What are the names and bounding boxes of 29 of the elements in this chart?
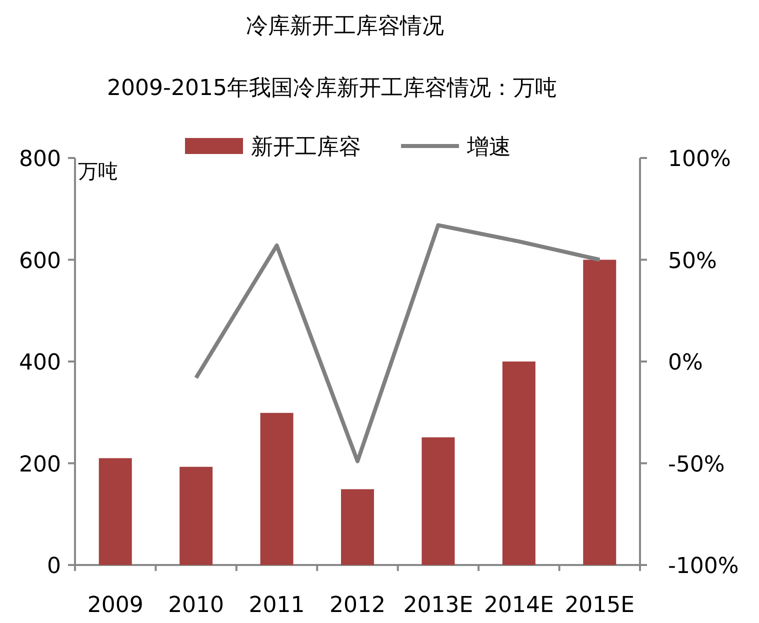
y-tick-label: 200 (19, 452, 61, 478)
y2-tick-label: 100% (668, 147, 731, 172)
y-axis-title: 万吨 (78, 159, 118, 183)
x-tick-label: 2014E (484, 593, 554, 618)
y2-tick-label: 50% (668, 248, 717, 274)
y2-tick-label: 0% (668, 350, 703, 376)
x-tick-label: 2012 (330, 593, 386, 618)
bar (341, 489, 374, 565)
y-tick-label: 400 (19, 350, 61, 376)
bar (260, 412, 294, 565)
bar (583, 260, 616, 565)
bar (98, 458, 132, 565)
bar (422, 437, 455, 565)
bar (502, 362, 536, 565)
bar (180, 466, 213, 565)
chart-title: 冷库新开工库容情况 (246, 14, 444, 39)
chart-subtitle: 2009-2015年我国冷库新开工库容情况：万吨 (107, 76, 557, 101)
legend-label: 增速 (466, 135, 511, 160)
legend-label: 新开工库容 (251, 135, 361, 160)
x-tick-label: 2015E (564, 593, 635, 618)
y-tick-label: 800 (19, 147, 61, 172)
y-tick-label: 0 (47, 554, 61, 579)
y-tick-label: 600 (19, 248, 61, 274)
x-tick-label: 2013E (403, 593, 474, 618)
x-tick-label: 2009 (87, 593, 144, 618)
y2-tick-label: -50% (668, 452, 725, 478)
x-tick-label: 2010 (168, 593, 224, 618)
y2-tick-label: -100% (668, 554, 739, 579)
x-tick-label: 2011 (248, 593, 305, 618)
